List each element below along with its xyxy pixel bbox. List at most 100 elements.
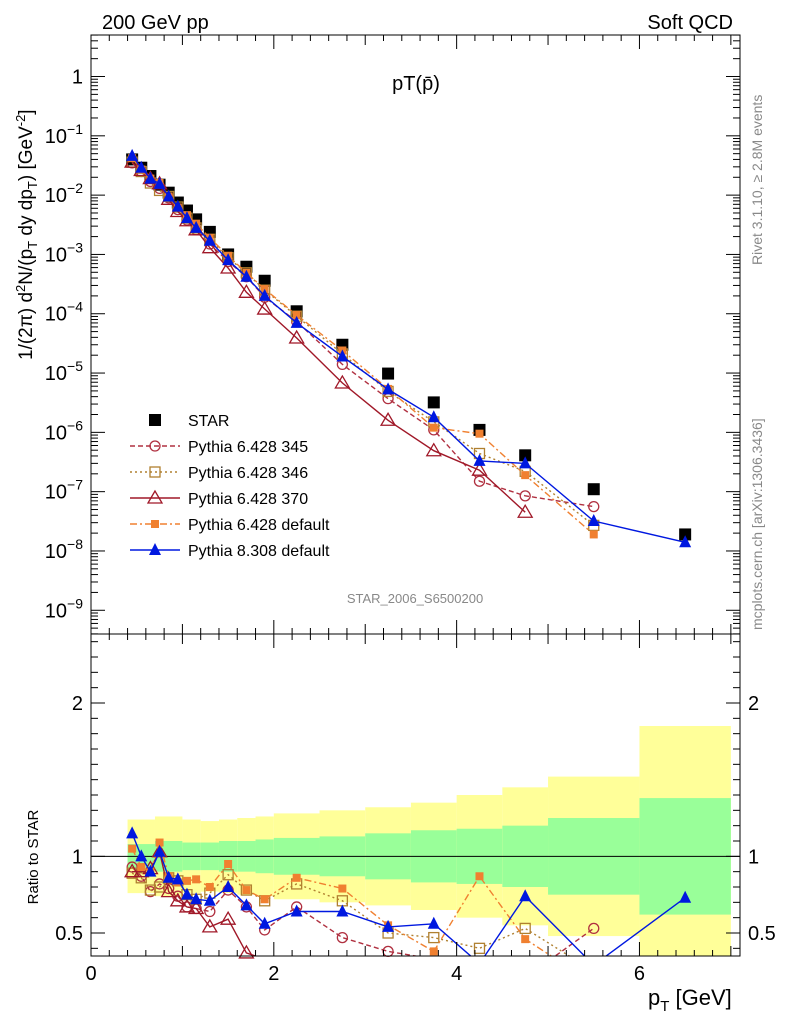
main-y-tick-label: 10−5	[45, 358, 83, 385]
point-py8def	[679, 535, 692, 548]
legend: STAR Pythia 6.428 345 Pythia 6.428 346 Pyth…	[130, 413, 330, 560]
point-py8def	[290, 315, 303, 328]
ratio-point-py8def	[336, 904, 349, 917]
side-label-bottom: mcplots.cern.ch [arXiv:1306.3436]	[749, 418, 765, 630]
point-py345	[382, 393, 394, 405]
axis-ticks: 1 10−1 10−2 10−3 10−4 10−5 10−6 10−7 10−8 10−9 0 2 4…	[45, 34, 776, 985]
point-py370	[425, 442, 442, 457]
x-tick-label: 6	[634, 963, 645, 985]
ratio-point-py6def	[182, 876, 191, 885]
ratio-point-py6def	[128, 844, 137, 853]
ratio-point-py6def	[224, 860, 233, 868]
ratio-point-py370	[201, 918, 218, 933]
ratio-point-py8def	[180, 887, 193, 900]
ratio-point-py345	[204, 905, 216, 918]
ratio-uncertainty-band	[127, 726, 731, 956]
series-py8def	[126, 148, 692, 548]
point-py345	[588, 500, 600, 513]
point-py8def	[126, 148, 139, 161]
ratio-point-py8def	[240, 898, 253, 911]
ratio-point-py346	[240, 884, 253, 896]
point-py6def	[475, 429, 484, 438]
ratio-point-py8def	[135, 849, 148, 862]
legend-label: Pythia 6.428 370	[188, 491, 308, 508]
ratio-point-py6def	[192, 875, 201, 884]
main-y-tick-label: 10−3	[45, 239, 83, 266]
ratio-point-py6def	[260, 895, 269, 904]
legend-marker	[149, 440, 161, 452]
main-y-tick-label: 1	[72, 67, 83, 89]
point-py345	[519, 490, 531, 502]
point-py8def	[240, 269, 253, 282]
point-py8def	[203, 233, 216, 246]
plot-title: pT(p̄)	[392, 73, 440, 95]
ratio-point-py6def	[429, 947, 438, 956]
ratio-point-py346	[153, 881, 166, 893]
ratio-point-py8def	[203, 893, 216, 906]
ratio-point-py370	[187, 900, 205, 915]
svg-text:1/(2π) d2N/(pT dy dpT) [GeV-2]: 1/(2π) d2N/(pT dy dpT) [GeV-2]	[13, 109, 40, 360]
ratio-point-py8def	[126, 826, 139, 839]
point-py8def	[587, 514, 600, 527]
point-py370	[379, 411, 397, 426]
legend-label: Pythia 6.428 346	[188, 465, 308, 482]
main-y-tick-label: 10−4	[45, 299, 83, 326]
ratio-point-py370	[160, 883, 177, 898]
point-STAR	[382, 367, 395, 380]
point-py8def	[153, 176, 166, 189]
point-py8def	[180, 211, 193, 224]
ratio-y-tick-label: 1	[748, 846, 759, 868]
ratio-y-tick-label: 0.5	[748, 923, 776, 945]
ratio-point-py370	[169, 892, 186, 907]
x-tick-label: 2	[268, 963, 279, 985]
ratio-point-py6def	[205, 883, 214, 891]
point-py8def	[382, 382, 395, 395]
legend-entry-py370: Pythia 6.428 370	[130, 489, 308, 508]
x-tick-label: 0	[85, 963, 96, 985]
ratio-point-py8def	[144, 864, 157, 877]
ratio-point-py8def	[171, 872, 184, 885]
point-py370	[238, 283, 255, 298]
point-py370	[288, 329, 305, 344]
legend-label: Pythia 6.428 default	[188, 517, 330, 534]
ratio-plot-series	[124, 826, 692, 959]
legend-label: Pythia 6.428 345	[188, 439, 308, 456]
point-py8def	[258, 288, 271, 301]
ratio-point-py8def	[162, 870, 175, 883]
ratio-point-py370	[238, 944, 255, 959]
point-py6def	[521, 471, 530, 480]
point-STAR	[427, 396, 440, 409]
point-py8def	[222, 253, 235, 266]
legend-marker	[151, 520, 159, 528]
point-py370	[334, 374, 351, 389]
ratio-y-tick-label: 2	[72, 693, 83, 715]
ratio-point-py8def	[290, 904, 303, 917]
main-y-axis-label: 1/(2π) d2N/(pT dy dpT) [GeV-2]	[13, 109, 40, 360]
svg-text:pT [GeV]: pT [GeV]	[648, 985, 732, 1015]
ratio-point-py8def	[382, 919, 395, 932]
ratio-y-tick-label: 1	[72, 846, 83, 868]
point-py370	[471, 461, 488, 476]
ratio-point-py6def	[292, 873, 301, 882]
point-py8def	[519, 456, 532, 469]
main-y-tick-label: 10−6	[45, 417, 83, 444]
ratio-point-py345	[336, 931, 349, 944]
ratio-point-py8def	[222, 880, 235, 892]
ratio-point-py370	[124, 863, 141, 878]
header-right: Soft QCD	[647, 12, 733, 34]
legend-entry-py345: Pythia 6.428 345	[130, 439, 308, 456]
series-STAR	[126, 153, 692, 541]
ratio-y-tick-label: 0.5	[55, 923, 83, 945]
ratio-point-py346	[135, 872, 147, 884]
ratio-point-py346	[222, 869, 234, 881]
legend-entry-py8def: Pythia 8.308 default	[130, 543, 330, 560]
legend-marker	[149, 543, 161, 555]
main-y-tick-label: 10−1	[45, 121, 83, 148]
ratio-point-py6def	[242, 886, 251, 895]
point-STAR	[587, 483, 600, 496]
point-py370	[219, 259, 237, 274]
legend-marker	[146, 489, 164, 504]
point-py8def	[171, 199, 184, 212]
ratio-point-py6def	[521, 935, 530, 944]
ratio-point-py8def	[190, 892, 203, 905]
